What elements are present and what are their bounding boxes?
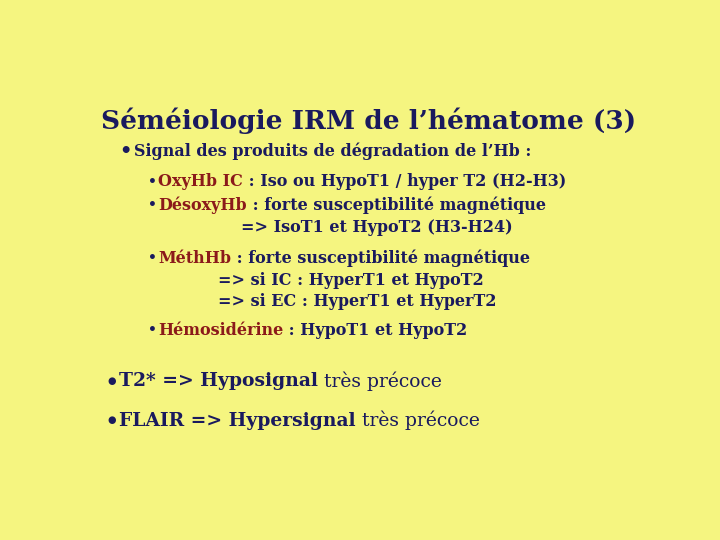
Text: Hémosidérine: Hémosidérine: [158, 322, 284, 339]
Text: •: •: [148, 198, 157, 212]
Text: •: •: [120, 142, 132, 160]
Text: ●: ●: [107, 377, 115, 386]
Text: DésoxyHb: DésoxyHb: [158, 196, 247, 214]
Text: MéthHb: MéthHb: [158, 249, 231, 267]
Text: ●: ●: [107, 416, 115, 425]
Text: => si EC : HyperT1 et HyperT2: => si EC : HyperT1 et HyperT2: [218, 293, 496, 310]
Text: : Iso ou HypoT1 / hyper T2 (H2-H3): : Iso ou HypoT1 / hyper T2 (H2-H3): [243, 173, 567, 190]
Text: •: •: [148, 251, 157, 265]
Text: •: •: [148, 323, 157, 338]
Text: T2* => Hyposignal: T2* => Hyposignal: [120, 372, 318, 390]
Text: très précoce: très précoce: [318, 372, 442, 391]
Text: •: •: [148, 175, 157, 189]
Text: => si IC : HyperT1 et HypoT2: => si IC : HyperT1 et HypoT2: [218, 272, 484, 289]
Text: : HypoT1 et HypoT2: : HypoT1 et HypoT2: [284, 322, 468, 339]
Text: : forte susceptibilité magnétique: : forte susceptibilité magnétique: [247, 196, 546, 214]
Text: Signal des produits de dégradation de l’Hb :: Signal des produits de dégradation de l’…: [134, 142, 531, 160]
Text: OxyHb IC: OxyHb IC: [158, 173, 243, 190]
Text: => IsoT1 et HypoT2 (H3-H24): => IsoT1 et HypoT2 (H3-H24): [241, 219, 513, 236]
Text: FLAIR => Hypersignal: FLAIR => Hypersignal: [120, 411, 356, 429]
Text: très précoce: très précoce: [356, 411, 480, 430]
Text: : forte susceptibilité magnétique: : forte susceptibilité magnétique: [231, 249, 530, 267]
Text: Séméiologie IRM de l’hématome (3): Séméiologie IRM de l’hématome (3): [102, 107, 636, 134]
